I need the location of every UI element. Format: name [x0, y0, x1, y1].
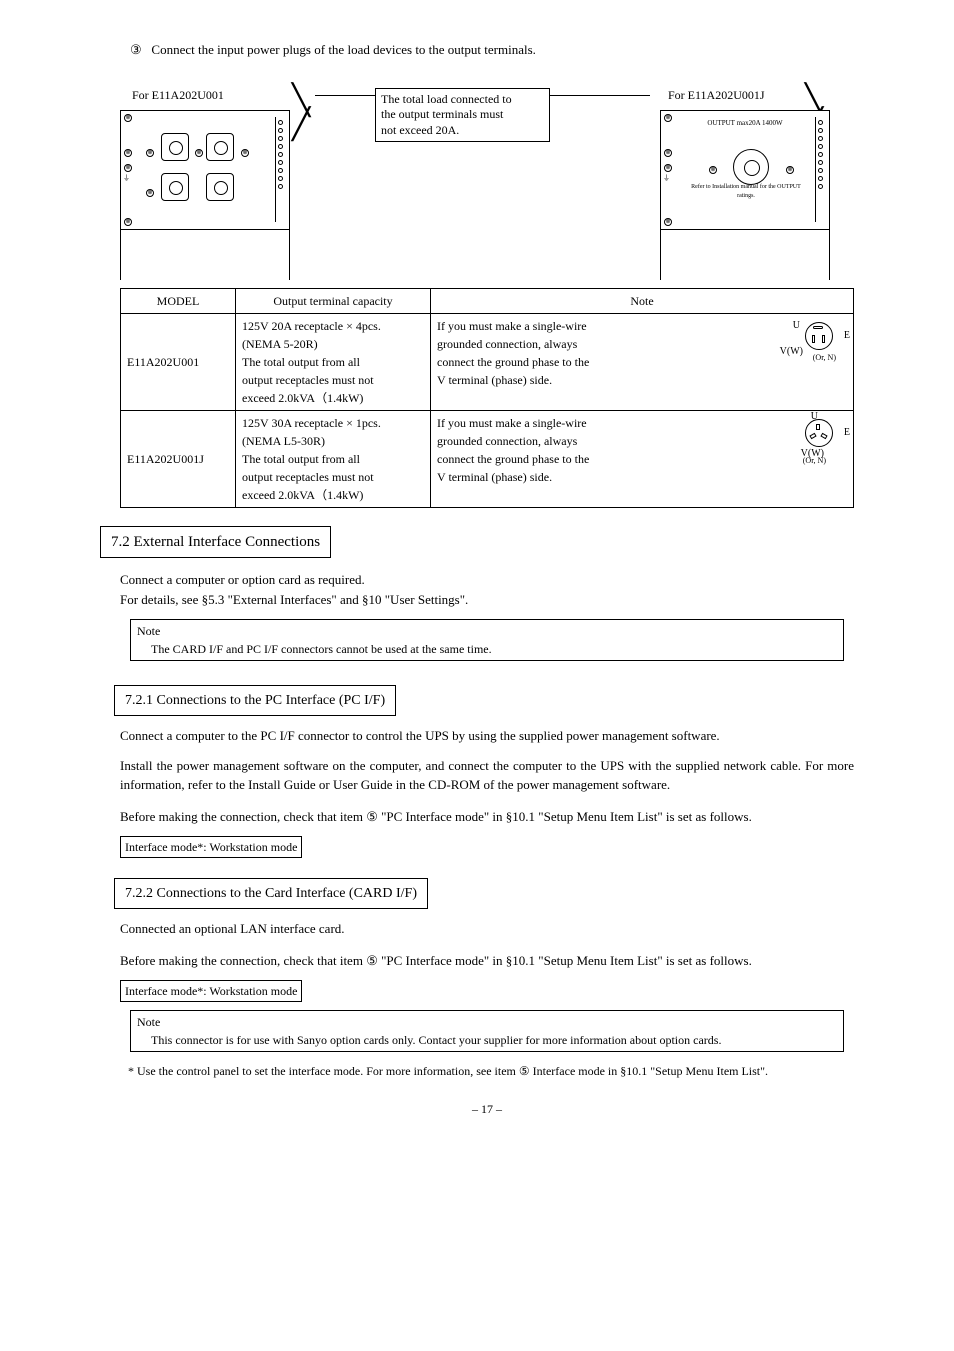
diagram-area: For E11A202U001 ╲ ╱ ⊗ ⊗ ⊗ ⊗ ⏚ ⊗ ⊗ ⊗ ⊗ Th…: [120, 80, 874, 290]
screw-icon: ⊗: [146, 149, 154, 157]
callout-box: The total load connected to the output t…: [375, 88, 550, 143]
note-text: This connector is for use with Sanyo opt…: [137, 1031, 837, 1049]
receptacle-icon: [161, 133, 189, 161]
screw-icon: ⊗: [241, 149, 249, 157]
cell-model: E11A202U001J: [121, 410, 236, 507]
screw-icon: ⊗: [664, 164, 672, 172]
cell-capacity: 125V 30A receptacle × 1pcs. (NEMA L5-30R…: [236, 410, 431, 507]
plug-diagram-l5-30r: U E V(W) (Or, N): [778, 413, 848, 459]
screw-icon: ⊗: [124, 218, 132, 226]
plug-diagram-5-20r: U E V(W) (Or, N): [778, 316, 848, 362]
breaker-strip: [815, 117, 825, 222]
breaker-strip: [275, 117, 285, 222]
callout-line-left: [315, 95, 375, 96]
screw-icon: ⊗: [786, 166, 794, 174]
screw-icon: ⊗: [124, 149, 132, 157]
screw-icon: ⊗: [664, 114, 672, 122]
model-table: MODEL Output terminal capacity Note E11A…: [120, 288, 854, 508]
ups-left-extend: [120, 230, 290, 280]
section-7-2-head: 7.2 External Interface Connections: [100, 526, 331, 559]
right-ups-label: For E11A202U001J: [668, 86, 765, 104]
section-7-2-1-head: 7.2.1 Connections to the PC Interface (P…: [114, 685, 396, 716]
cell-note: If you must make a single-wire grounded …: [431, 313, 854, 410]
output-max-label: OUTPUT max20A 1400W: [661, 118, 829, 129]
step-num: ③: [130, 42, 142, 57]
callout-line-right: [550, 95, 650, 96]
table-row: E11A202U001J 125V 30A receptacle × 1pcs.…: [121, 410, 854, 507]
big-receptacle-icon: [733, 149, 769, 185]
footnote: * Use the control panel to set the inter…: [128, 1062, 854, 1080]
screw-icon: ⊗: [664, 149, 672, 157]
screw-icon: ⊗: [664, 218, 672, 226]
screw-icon: ⊗: [124, 114, 132, 122]
ups-right-box: OUTPUT max20A 1400W ⊗ ⊗ ⊗ ⊗ ⏚ ⊗ ⊗ Refer …: [660, 110, 830, 230]
install-ref-label: Refer to Installation manual for the OUT…: [683, 183, 809, 201]
table-row: E11A202U001 125V 20A receptacle × 4pcs. …: [121, 313, 854, 410]
callout-l2: the output terminals must: [381, 107, 544, 123]
p-721-1: Connect a computer to the PC I/F connect…: [120, 726, 854, 746]
p-721-3: Before making the connection, check that…: [120, 807, 854, 827]
note-box-2: Note This connector is for use with Sany…: [130, 1010, 844, 1052]
screw-icon: ⊗: [124, 164, 132, 172]
step-text: Connect the input power plugs of the loa…: [151, 42, 536, 57]
screw-icon: ⊗: [709, 166, 717, 174]
receptacle-icon: [206, 173, 234, 201]
cell-note: If you must make a single-wire grounded …: [431, 410, 854, 507]
th-capacity: Output terminal capacity: [236, 288, 431, 313]
screw-icon: ⊗: [146, 189, 154, 197]
receptacle-icon: [206, 133, 234, 161]
note-text: The CARD I/F and PC I/F connectors canno…: [137, 640, 837, 658]
note-label: Note: [137, 1013, 837, 1031]
step-instruction: ③ Connect the input power plugs of the l…: [130, 40, 874, 60]
th-note: Note: [431, 288, 854, 313]
cell-capacity: 125V 20A receptacle × 4pcs. (NEMA 5-20R)…: [236, 313, 431, 410]
p-722-1: Connected an optional LAN interface card…: [120, 919, 854, 939]
boxed-mode-2: Interface mode*: Workstation mode: [120, 980, 302, 1002]
page-number: – 17 –: [100, 1100, 874, 1118]
ground-label: ⏚: [663, 175, 670, 182]
p-722-2: Before making the connection, check that…: [120, 951, 854, 971]
ups-right-extend: [660, 230, 830, 280]
screw-icon: ⊗: [195, 149, 203, 157]
ground-label: ⏚: [123, 175, 130, 182]
ups-left-box: ⊗ ⊗ ⊗ ⊗ ⏚ ⊗ ⊗ ⊗ ⊗: [120, 110, 290, 230]
th-model: MODEL: [121, 288, 236, 313]
left-ups-label: For E11A202U001: [132, 86, 224, 104]
note-box-1: Note The CARD I/F and PC I/F connectors …: [130, 619, 844, 661]
boxed-mode-1: Interface mode*: Workstation mode: [120, 836, 302, 858]
note-label: Note: [137, 622, 837, 640]
receptacle-icon: [161, 173, 189, 201]
callout-l1: The total load connected to: [381, 92, 544, 108]
cross-left2: ╱: [292, 102, 310, 147]
cell-model: E11A202U001: [121, 313, 236, 410]
p-7-2-2: For details, see §5.3 "External Interfac…: [120, 590, 854, 610]
p-7-2-1: Connect a computer or option card as req…: [120, 570, 854, 590]
p-721-2: Install the power management software on…: [120, 756, 854, 795]
section-7-2-2-head: 7.2.2 Connections to the Card Interface …: [114, 878, 428, 909]
callout-l3: not exceed 20A.: [381, 123, 544, 139]
